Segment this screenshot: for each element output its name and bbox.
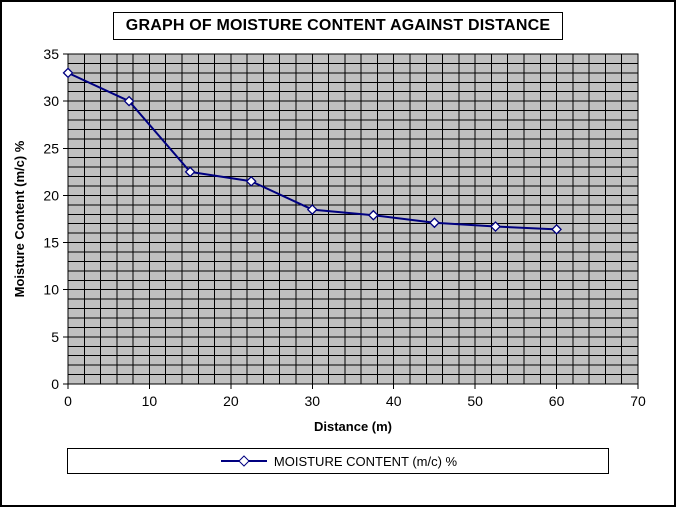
data-point-marker — [490, 221, 501, 232]
x-tick-label: 40 — [386, 393, 402, 409]
legend-diamond-icon — [238, 455, 250, 467]
y-tick-label: 0 — [51, 376, 59, 392]
y-tick-label: 35 — [43, 46, 59, 62]
x-tick-label: 30 — [304, 393, 320, 409]
legend: MOISTURE CONTENT (m/c) % — [67, 448, 609, 474]
data-point-marker — [245, 175, 257, 187]
data-point-marker — [62, 67, 74, 79]
x-tick-label: 60 — [549, 393, 565, 409]
title-row: GRAPH OF MOISTURE CONTENT AGAINST DISTAN… — [2, 12, 674, 40]
y-axis-title: Moisture Content (m/c) % — [12, 140, 27, 297]
x-tick-label: 50 — [467, 393, 483, 409]
data-point-marker — [184, 166, 196, 178]
data-point-marker — [367, 209, 379, 221]
x-tick-label: 20 — [223, 393, 239, 409]
y-tick-label: 30 — [43, 93, 59, 109]
y-tick-label: 10 — [43, 282, 59, 298]
x-axis-title: Distance (m) — [314, 419, 392, 434]
data-point-marker — [306, 204, 318, 215]
legend-row: MOISTURE CONTENT (m/c) % — [2, 448, 674, 474]
y-tick-label: 25 — [43, 140, 59, 156]
data-point-marker — [429, 217, 440, 229]
x-tick-label: 10 — [142, 393, 158, 409]
y-tick-label: 5 — [51, 329, 59, 345]
data-point-marker — [123, 95, 135, 107]
chart-title: GRAPH OF MOISTURE CONTENT AGAINST DISTAN… — [112, 12, 564, 40]
legend-label: MOISTURE CONTENT (m/c) % — [273, 453, 458, 469]
y-tick-label: 20 — [43, 187, 59, 203]
x-tick-label: 70 — [630, 393, 646, 409]
legend-marker — [220, 455, 267, 467]
plot-border — [67, 53, 639, 385]
x-tick-label: 0 — [64, 393, 72, 409]
plot-area — [68, 54, 638, 384]
plot-canvas: 0 10 20 30 40 50 60 70 0 5 10 15 20 25 30 35 Distance (m… — [12, 46, 646, 434]
data-point-marker — [551, 223, 562, 235]
y-tick-label: 15 — [43, 235, 59, 251]
